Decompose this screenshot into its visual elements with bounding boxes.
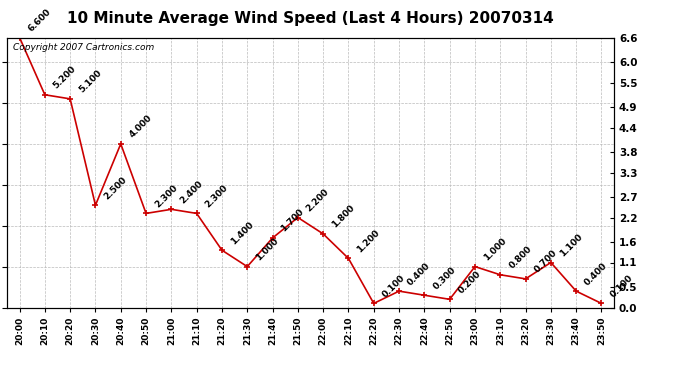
Text: 2.500: 2.500	[102, 175, 128, 201]
Text: 0.700: 0.700	[533, 249, 559, 275]
Text: 0.800: 0.800	[507, 244, 533, 271]
Text: 2.400: 2.400	[178, 179, 205, 205]
Text: 0.400: 0.400	[583, 261, 609, 287]
Text: 1.800: 1.800	[330, 204, 356, 230]
Text: 6.600: 6.600	[26, 7, 52, 33]
Text: 5.200: 5.200	[52, 64, 78, 91]
Text: 2.300: 2.300	[153, 183, 179, 209]
Text: 0.200: 0.200	[457, 269, 483, 295]
Text: 1.000: 1.000	[482, 236, 508, 262]
Text: 0.400: 0.400	[406, 261, 432, 287]
Text: 10 Minute Average Wind Speed (Last 4 Hours) 20070314: 10 Minute Average Wind Speed (Last 4 Hou…	[67, 11, 554, 26]
Text: 1.000: 1.000	[254, 236, 280, 262]
Text: 5.100: 5.100	[77, 69, 104, 95]
Text: 2.300: 2.300	[204, 183, 230, 209]
Text: 1.400: 1.400	[229, 220, 255, 246]
Text: 0.300: 0.300	[431, 265, 457, 291]
Text: 2.200: 2.200	[305, 187, 331, 213]
Text: 0.100: 0.100	[381, 273, 407, 299]
Text: 1.700: 1.700	[279, 207, 306, 234]
Text: Copyright 2007 Cartronics.com: Copyright 2007 Cartronics.com	[13, 43, 155, 52]
Text: 1.200: 1.200	[355, 228, 382, 254]
Text: 0.100: 0.100	[609, 273, 635, 299]
Text: 4.000: 4.000	[128, 114, 154, 140]
Text: 1.100: 1.100	[558, 232, 584, 258]
